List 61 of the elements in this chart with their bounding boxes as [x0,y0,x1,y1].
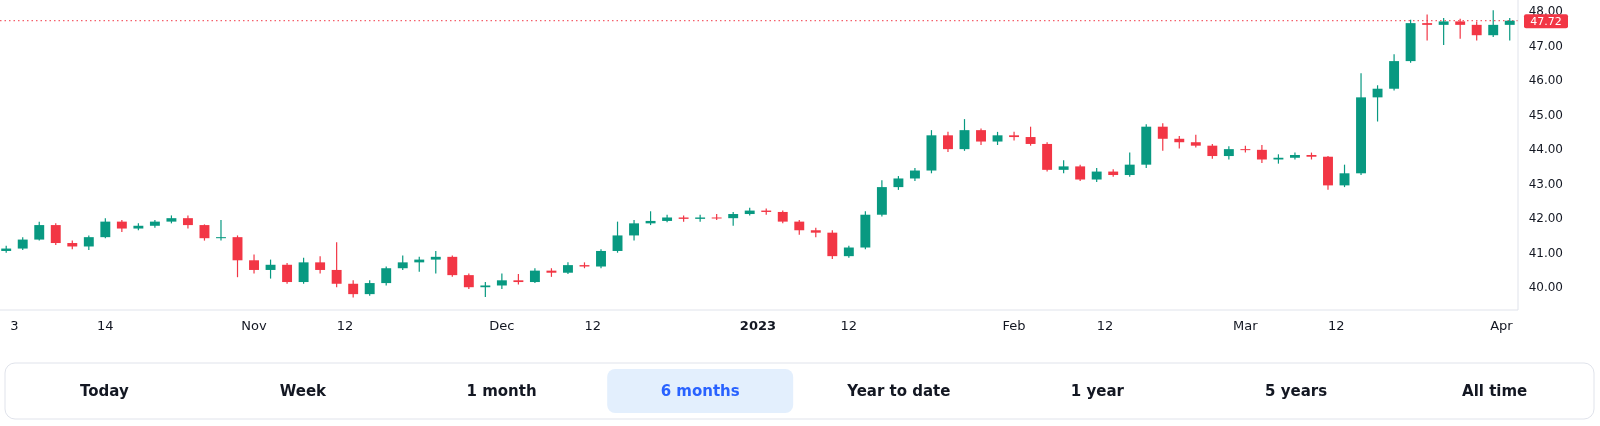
x-tick-label: 3 [10,318,19,333]
y-tick-label: 47.00 [1528,38,1563,53]
x-tick-label: Apr [1490,318,1514,333]
candlestick [1488,9,1499,38]
ref-line-label: 47.72 [1530,15,1562,29]
text: 1 month [466,382,537,401]
candlestick [50,222,61,246]
candlestick [216,219,226,242]
candlestick [1009,131,1020,142]
candlestick [1157,122,1168,152]
candlestick [430,250,441,275]
x-tick-label: 2023 [739,318,777,333]
candlestick [1438,17,1449,46]
candlestick [827,229,838,260]
candlestick [695,214,706,223]
x-tick-label: Feb [1002,318,1026,333]
candlestick [1422,13,1433,41]
candlestick [1339,164,1350,188]
x-tick-label: Nov [241,318,268,333]
x-tick-label: 14 [97,318,114,333]
candlestick [1124,151,1135,178]
y-tick-label: 41.00 [1528,245,1563,260]
y-tick-label: 43.00 [1528,176,1563,191]
candlestick [1025,126,1036,147]
x-tick-label: 12 [840,318,858,333]
x-tick-label: 12 [1096,318,1114,333]
y-tick-label: 46.00 [1528,73,1563,88]
candlestick [282,262,293,285]
candlestick [496,272,507,290]
text: Today [79,382,129,401]
x-tick-label: 12 [336,318,354,333]
candlestick [232,234,243,278]
y-tick-label: 45.00 [1528,107,1563,122]
candlestick [612,221,623,254]
x-tick-label: Dec [489,318,515,333]
text: 6 months [660,382,740,401]
candlestick [959,118,970,152]
candlestick [249,253,259,275]
candlestick [381,265,392,287]
candlestick [447,254,458,278]
candlestick [100,217,111,239]
text: Year to date [846,382,951,401]
candlestick [1504,17,1515,41]
candlestick [596,248,606,269]
candlestick [629,219,640,242]
candlestick [943,131,953,153]
x-tick-label: 12 [584,318,602,333]
candlestick [1372,84,1383,123]
y-tick-label: 42.00 [1528,211,1563,226]
text: All time [1462,382,1528,401]
text: 1 year [1070,382,1125,401]
x-tick-label: Mar [1233,318,1259,333]
y-tick-label: 44.00 [1528,142,1563,157]
candlestick [331,241,342,288]
y-tick-label: 40.00 [1528,280,1563,295]
candlestick [265,259,276,280]
candlestick [298,257,309,285]
text: 5 years [1265,382,1328,401]
candlestick [34,221,45,242]
x-tick-label: 12 [1327,318,1345,333]
text: Week [279,382,328,401]
